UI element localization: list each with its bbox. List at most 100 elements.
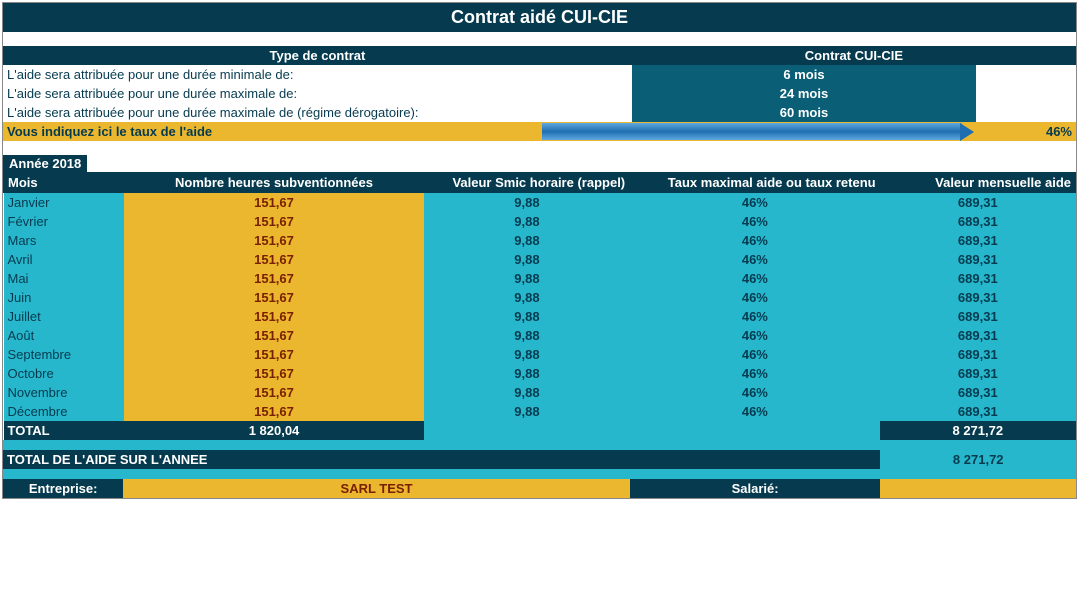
duration-max-label: L'aide sera attribuée pour une durée max… — [3, 84, 632, 103]
year-total-value: 8 271,72 — [880, 450, 1076, 469]
col-hours-header: Nombre heures subventionnées — [124, 173, 425, 193]
entreprise-label: Entreprise: — [3, 479, 123, 498]
hours-cell: 151,67 — [124, 269, 425, 288]
aid-cell: 689,31 — [880, 345, 1075, 364]
col-aid-header: Valeur mensuelle aide — [880, 173, 1075, 193]
hours-cell: 151,67 — [124, 212, 425, 231]
table-row: Octobre151,679,8846%689,31 — [4, 364, 1076, 383]
smic-cell: 9,88 — [424, 402, 629, 421]
month-cell: Décembre — [4, 402, 124, 421]
smic-cell: 9,88 — [424, 326, 629, 345]
rate-cell: 46% — [630, 231, 880, 250]
month-cell: Mai — [4, 269, 124, 288]
rate-cell: 46% — [630, 364, 880, 383]
rate-cell: 46% — [630, 288, 880, 307]
entreprise-value[interactable]: SARL TEST — [123, 479, 629, 498]
smic-cell: 9,88 — [424, 250, 629, 269]
rate-cell: 46% — [630, 326, 880, 345]
smic-cell: 9,88 — [424, 193, 629, 213]
month-cell: Juin — [4, 288, 124, 307]
month-cell: Janvier — [4, 193, 124, 213]
hours-cell: 151,67 — [124, 402, 425, 421]
total-label: TOTAL — [4, 421, 124, 440]
hours-cell: 151,67 — [124, 383, 425, 402]
hours-cell: 151,67 — [124, 193, 425, 213]
hours-cell: 151,67 — [124, 288, 425, 307]
month-cell: Avril — [4, 250, 124, 269]
hours-cell: 151,67 — [124, 364, 425, 383]
hours-cell: 151,67 — [124, 307, 425, 326]
col-rate-header: Taux maximal aide ou taux retenu — [630, 173, 880, 193]
salarie-value[interactable] — [880, 479, 1076, 498]
rate-label: Vous indiquez ici le taux de l'aide — [3, 122, 542, 141]
hours-cell: 151,67 — [124, 326, 425, 345]
month-cell: Mars — [4, 231, 124, 250]
arrow-icon — [542, 123, 962, 140]
total-hours: 1 820,04 — [124, 421, 425, 440]
salarie-label: Salarié: — [630, 479, 881, 498]
month-cell: Juillet — [4, 307, 124, 326]
rate-strip: Vous indiquez ici le taux de l'aide 46% — [3, 122, 1076, 141]
aid-cell: 689,31 — [880, 288, 1075, 307]
month-cell: Novembre — [4, 383, 124, 402]
aid-cell: 689,31 — [880, 250, 1075, 269]
rate-value[interactable]: 46% — [976, 122, 1076, 141]
month-cell: Septembre — [4, 345, 124, 364]
month-cell: Août — [4, 326, 124, 345]
table-row: Mars151,679,8846%689,31 — [4, 231, 1076, 250]
rate-cell: 46% — [630, 212, 880, 231]
type-de-contrat-header: Type de contrat — [3, 46, 632, 65]
smic-cell: 9,88 — [424, 288, 629, 307]
rate-cell: 46% — [630, 402, 880, 421]
smic-cell: 9,88 — [424, 307, 629, 326]
table-row: Juin151,679,8846%689,31 — [4, 288, 1076, 307]
rate-cell: 46% — [630, 383, 880, 402]
table-row: Avril151,679,8846%689,31 — [4, 250, 1076, 269]
aid-cell: 689,31 — [880, 402, 1075, 421]
aid-cell: 689,31 — [880, 307, 1075, 326]
aid-cell: 689,31 — [880, 193, 1075, 213]
rate-cell: 46% — [630, 345, 880, 364]
duration-min-value: 6 mois — [632, 65, 976, 84]
smic-cell: 9,88 — [424, 364, 629, 383]
page-title: Contrat aidé CUI-CIE — [3, 3, 1076, 32]
hours-cell: 151,67 — [124, 250, 425, 269]
duration-max-value: 24 mois — [632, 84, 976, 103]
col-month-header: Mois — [4, 173, 124, 193]
table-row: Août151,679,8846%689,31 — [4, 326, 1076, 345]
duration-min-label: L'aide sera attribuée pour une durée min… — [3, 65, 632, 84]
month-cell: Octobre — [4, 364, 124, 383]
smic-cell: 9,88 — [424, 231, 629, 250]
rate-cell: 46% — [630, 269, 880, 288]
hours-cell: 151,67 — [124, 231, 425, 250]
monthly-table: Mois Nombre heures subventionnées Valeur… — [3, 172, 1076, 440]
total-aid: 8 271,72 — [880, 421, 1075, 440]
table-row: Novembre151,679,8846%689,31 — [4, 383, 1076, 402]
table-row: Décembre151,679,8846%689,31 — [4, 402, 1076, 421]
smic-cell: 9,88 — [424, 345, 629, 364]
duration-derog-value: 60 mois — [632, 103, 976, 122]
rate-cell: 46% — [630, 193, 880, 213]
smic-cell: 9,88 — [424, 269, 629, 288]
contract-header-table: Type de contrat Contrat CUI-CIE L'aide s… — [3, 46, 1076, 122]
hours-cell: 151,67 — [124, 345, 425, 364]
year-total-label: TOTAL DE L'AIDE SUR L'ANNEE — [3, 450, 880, 469]
aid-cell: 689,31 — [880, 212, 1075, 231]
aid-cell: 689,31 — [880, 231, 1075, 250]
month-cell: Février — [4, 212, 124, 231]
rate-cell: 46% — [630, 250, 880, 269]
table-row: Mai151,679,8846%689,31 — [4, 269, 1076, 288]
rate-cell: 46% — [630, 307, 880, 326]
contrat-cui-cie-header: Contrat CUI-CIE — [632, 46, 1076, 65]
smic-cell: 9,88 — [424, 212, 629, 231]
table-row: Janvier151,679,8846%689,31 — [4, 193, 1076, 213]
aid-cell: 689,31 — [880, 269, 1075, 288]
col-smic-header: Valeur Smic horaire (rappel) — [424, 173, 629, 193]
smic-cell: 9,88 — [424, 383, 629, 402]
duration-derog-label: L'aide sera attribuée pour une durée max… — [3, 103, 632, 122]
aid-cell: 689,31 — [880, 326, 1075, 345]
aid-cell: 689,31 — [880, 383, 1075, 402]
table-row: Février151,679,8846%689,31 — [4, 212, 1076, 231]
year-label: Année 2018 — [3, 155, 87, 172]
table-row: Juillet151,679,8846%689,31 — [4, 307, 1076, 326]
